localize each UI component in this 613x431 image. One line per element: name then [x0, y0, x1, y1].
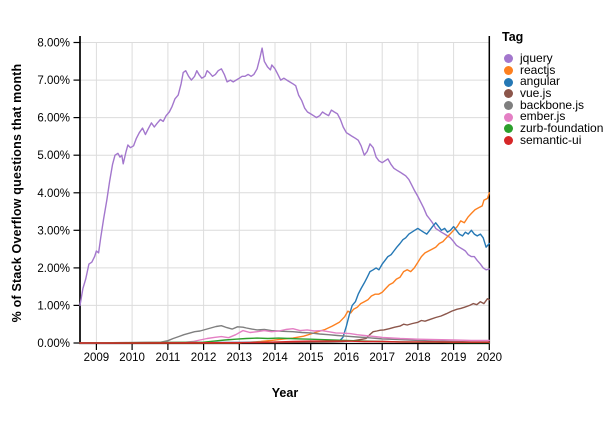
x-tick-label: 2018 [405, 352, 431, 364]
legend-label: reactjs [520, 62, 556, 77]
y-tick-label: 6.00% [37, 113, 70, 125]
legend-item-angular: angular [501, 76, 611, 88]
x-tick-label: 2015 [298, 352, 324, 364]
legend-items: jquery reactjs angular vue.js backbone.js emb… [501, 51, 611, 147]
legend-dot-ember.js [504, 112, 513, 122]
legend-label: vue.js [520, 86, 552, 101]
x-tick-label: 2016 [334, 352, 360, 364]
x-tick-label: 2019 [441, 352, 467, 364]
legend-item-zurb-foundation: zurb-foundation [501, 121, 611, 136]
x-axis-title: Year [271, 386, 299, 400]
y-tick-label: 4.00% [37, 188, 70, 200]
x-tick-label: 2020 [477, 352, 503, 364]
legend-item-ember.js: ember.js [501, 111, 611, 123]
series-line-angular [79, 222, 490, 344]
y-tick-label: 1.00% [37, 300, 70, 312]
x-tick-label: 2012 [191, 352, 217, 364]
legend-label: jquery [520, 51, 553, 65]
y-tick-label: 3.00% [37, 225, 70, 237]
legend-label: angular [520, 74, 561, 89]
y-tick-label: 2.00% [37, 263, 70, 275]
legend-label: backbone.js [520, 97, 585, 112]
legend-item-reactjs: reactjs [501, 62, 611, 77]
x-tick-label: 2017 [369, 352, 395, 364]
legend-dot-jquery [504, 54, 513, 64]
series-line-vue.js [79, 298, 490, 344]
legend-dot-angular [504, 77, 513, 87]
x-tick-label: 2011 [156, 352, 181, 364]
legend-dot-zurb-foundation [504, 124, 513, 134]
legend-label: ember.js [520, 109, 566, 124]
series-line-semantic-ui [79, 340, 490, 344]
legend: Tag jquery reactjs angular vue.js backbone.j… [501, 30, 611, 147]
series-line-ember.js [79, 328, 490, 344]
legend-item-jquery: jquery [501, 51, 611, 65]
series-line-jquery [79, 47, 490, 307]
legend-dot-backbone.js [504, 101, 513, 111]
legend-item-vue.js: vue.js [501, 86, 611, 101]
x-tick-label: 2013 [227, 352, 253, 364]
x-tick-label: 2014 [262, 352, 288, 364]
legend-label: semantic-ui [520, 132, 582, 147]
legend-label: zurb-foundation [520, 121, 604, 136]
legend-dot-reactjs [504, 66, 513, 76]
x-tick-label: 2009 [84, 352, 110, 364]
y-tick-label: 5.00% [37, 150, 70, 162]
legend-item-backbone.js: backbone.js [501, 97, 611, 112]
x-tick-label: 2010 [119, 352, 145, 364]
y-tick-label: 8.00% [37, 38, 70, 50]
legend-title: Tag [502, 30, 524, 44]
legend-dot-semantic-ui [504, 136, 513, 146]
y-tick-label: 7.00% [37, 75, 70, 87]
series-line-backbone.js [79, 325, 490, 344]
legend-item-semantic-ui: semantic-ui [501, 132, 611, 147]
y-tick-label: 0.00% [37, 338, 70, 350]
y-axis-title: % of Stack Overflow questions that month [10, 63, 24, 323]
legend-dot-vue.js [504, 89, 513, 99]
